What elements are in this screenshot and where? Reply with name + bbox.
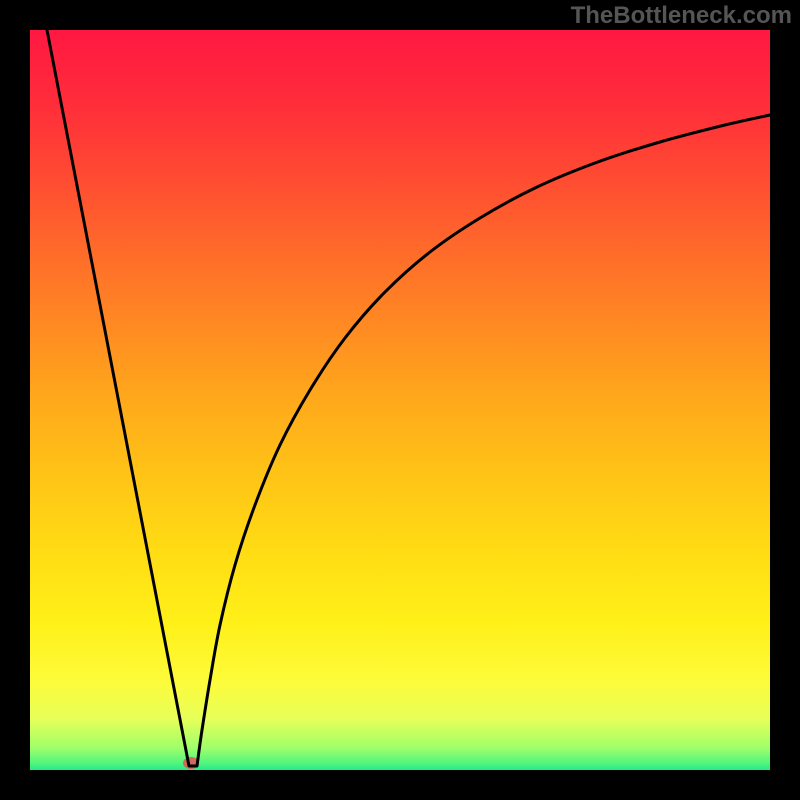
bottleneck-chart <box>0 0 800 800</box>
watermark-text: TheBottleneck.com <box>571 2 792 30</box>
chart-container: TheBottleneck.com <box>0 0 800 800</box>
